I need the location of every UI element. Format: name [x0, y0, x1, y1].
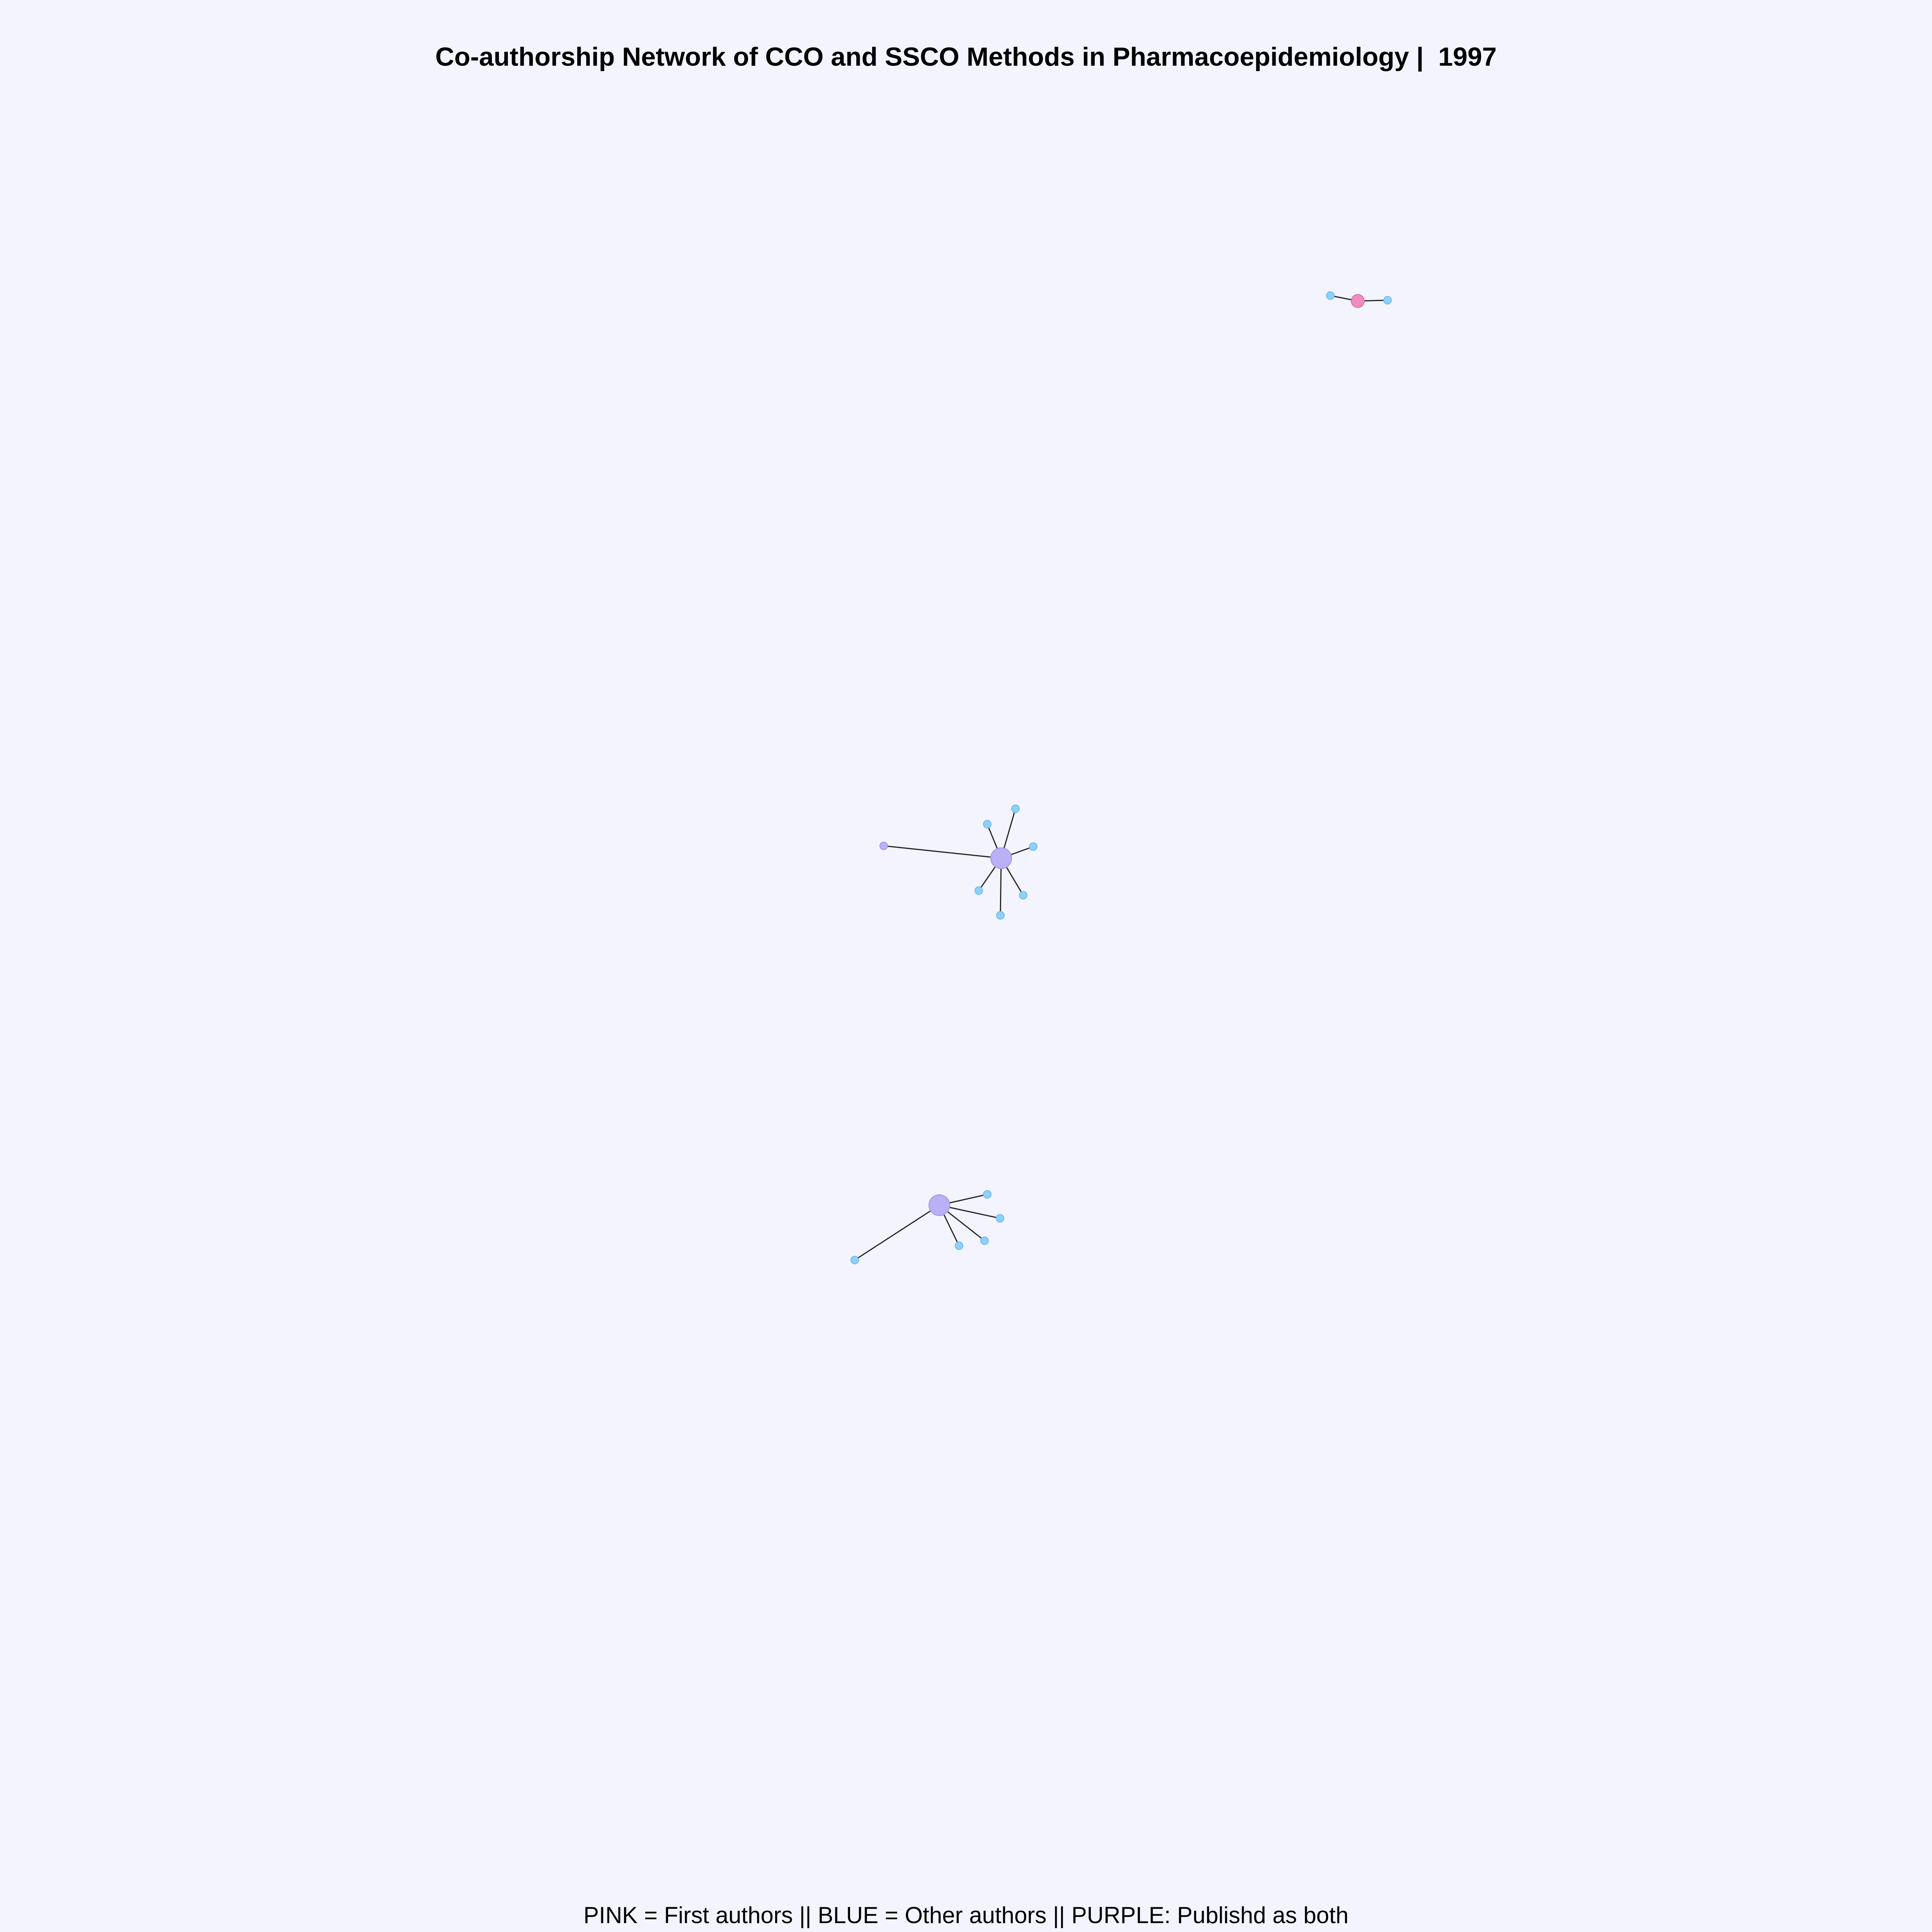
- network-component: [1326, 291, 1392, 308]
- hub-author-node-both: [929, 1194, 950, 1216]
- figure-title: Co-authorship Network of CCO and SSCO Me…: [435, 42, 1497, 71]
- author-node-other-author: [996, 1214, 1004, 1223]
- author-node-other-author: [983, 1190, 992, 1199]
- author-node-other-author: [975, 886, 983, 895]
- author-node-other-author: [1011, 804, 1020, 813]
- author-node-both: [879, 842, 888, 850]
- coauthor-edge: [883, 845, 1002, 859]
- author-node-other-author: [850, 1256, 859, 1264]
- coauthor-edge: [854, 1204, 940, 1261]
- author-node-other-author: [1019, 891, 1027, 900]
- author-node-other-author: [1383, 296, 1392, 304]
- hub-author-node-first-author: [1351, 294, 1365, 308]
- author-node-other-author: [1029, 842, 1037, 851]
- author-node-other-author: [983, 820, 992, 828]
- legend-caption: PINK = First authors || BLUE = Other aut…: [583, 1902, 1349, 1928]
- author-node-other-author: [1326, 291, 1335, 300]
- hub-author-node-both: [990, 847, 1012, 869]
- network-component: [850, 1190, 1004, 1264]
- author-node-other-author: [980, 1236, 989, 1245]
- author-node-other-author: [955, 1242, 963, 1250]
- author-node-other-author: [996, 911, 1005, 920]
- network-component: [879, 804, 1037, 920]
